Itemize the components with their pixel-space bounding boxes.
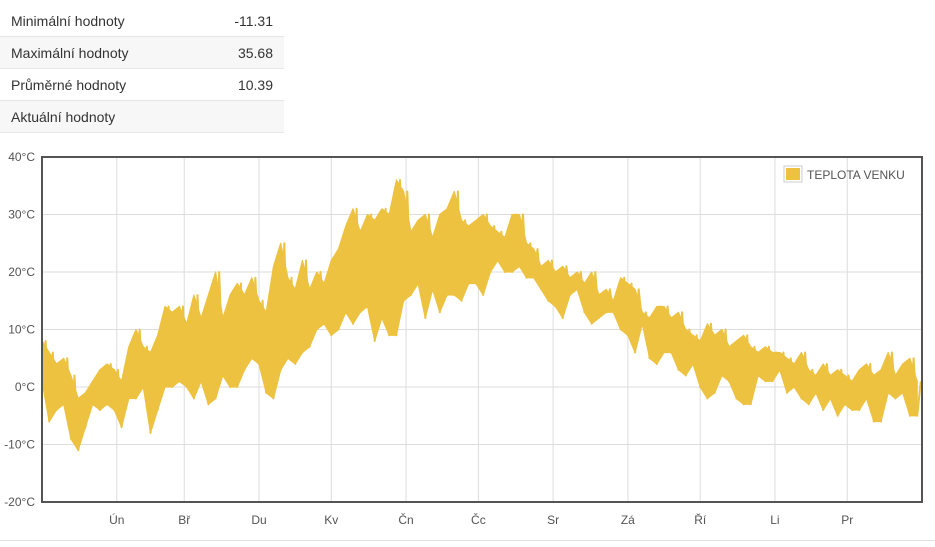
stats-label: Minimální hodnoty xyxy=(0,5,205,37)
legend-swatch-fill xyxy=(786,168,800,180)
y-tick-label: -20°C xyxy=(4,495,35,509)
stats-value xyxy=(204,100,284,133)
y-tick-label: -10°C xyxy=(4,438,35,452)
x-tick-label: Li xyxy=(770,513,779,527)
stats-table: Minimální hodnoty -11.31 Maximální hodno… xyxy=(0,5,284,133)
x-tick-label: Čn xyxy=(398,512,413,527)
stats-label: Aktuální hodnoty xyxy=(0,100,205,133)
stats-label: Maximální hodnoty xyxy=(0,36,205,69)
y-tick-label: 20°C xyxy=(8,265,35,279)
x-tick-label: Zá xyxy=(621,513,635,527)
y-tick-label: 30°C xyxy=(8,208,35,222)
x-tick-label: Du xyxy=(251,513,266,527)
x-tick-label: Bř xyxy=(178,513,191,527)
x-tick-label: Kv xyxy=(324,513,338,527)
x-tick-label: Čc xyxy=(471,512,486,527)
stats-row-current: Aktuální hodnoty xyxy=(0,100,284,133)
stats-value: -11.31 xyxy=(204,5,284,37)
x-tick-label: Ří xyxy=(694,512,707,527)
stats-label: Průměrné hodnoty xyxy=(0,68,205,101)
legend: TEPLOTA VENKU xyxy=(783,165,905,183)
series-line xyxy=(41,179,922,452)
plot-frame xyxy=(41,156,923,503)
x-axis: Ún Bř Du Kv Čn Čc Sr Zá Ří Li Pr xyxy=(109,512,853,527)
bottom-divider xyxy=(0,540,935,541)
y-tick-label: 40°C xyxy=(8,150,35,164)
stats-value: 10.39 xyxy=(204,68,284,101)
y-tick-label: 0°C xyxy=(15,380,35,394)
x-tick-label: Pr xyxy=(841,513,853,527)
y-tick-label: 10°C xyxy=(8,323,35,337)
y-axis: -20°C -10°C 0°C 10°C 20°C 30°C 40°C xyxy=(4,150,35,509)
stats-row-avg: Průměrné hodnoty 10.39 xyxy=(0,68,284,101)
stats-row-min: Minimální hodnoty -11.31 xyxy=(0,5,284,37)
stats-value: 35.68 xyxy=(204,36,284,69)
series-layer xyxy=(41,179,922,452)
stats-row-max: Maximální hodnoty 35.68 xyxy=(0,36,284,69)
legend-label: TEPLOTA VENKU xyxy=(807,168,905,182)
x-tick-label: Sr xyxy=(547,513,559,527)
x-tick-label: Ún xyxy=(109,512,124,527)
